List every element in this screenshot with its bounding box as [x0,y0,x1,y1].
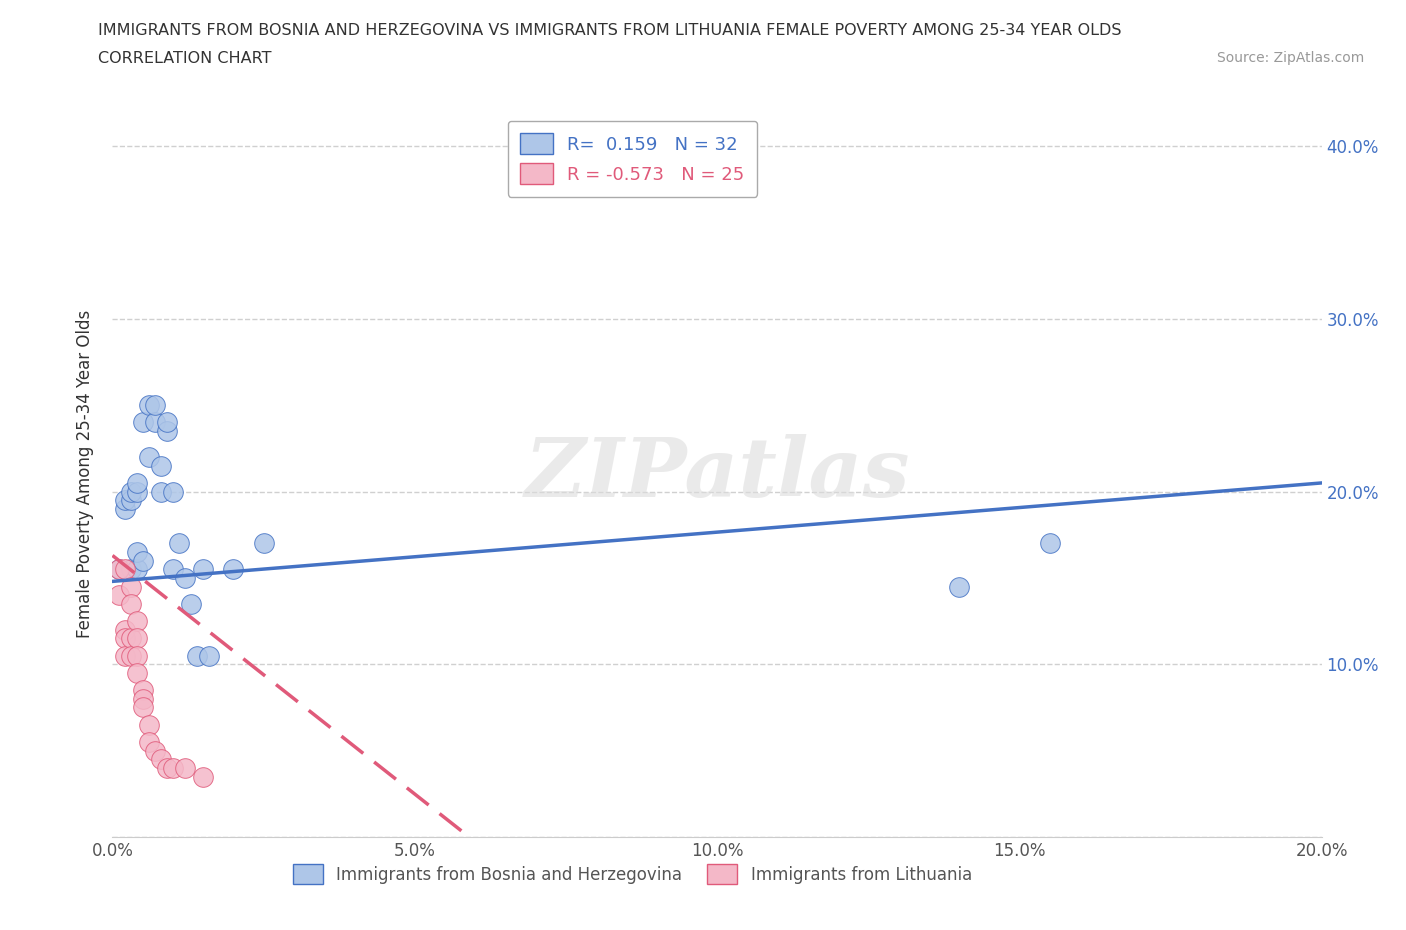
Point [120,485,142,499]
Point [114,501,136,516]
Point [174,570,197,585]
Point [120,579,142,594]
Point [162,562,184,577]
Point [138,449,160,464]
Point [120,562,142,577]
Point [138,735,160,750]
Point [162,485,184,499]
Point [156,761,179,776]
Point [107,562,129,577]
Point [149,751,172,766]
Legend: Immigrants from Bosnia and Herzegovina, Immigrants from Lithuania: Immigrants from Bosnia and Herzegovina, … [287,857,979,890]
Point [143,415,166,430]
Point [120,493,142,508]
Point [149,458,172,473]
Point [222,562,245,577]
Point [143,398,166,413]
Text: CORRELATION CHART: CORRELATION CHART [98,51,271,66]
Point [114,493,136,508]
Point [149,485,172,499]
Point [156,415,179,430]
Point [125,648,148,663]
Point [125,614,148,629]
Point [167,536,190,551]
Point [191,769,214,784]
Point [132,683,155,698]
Point [107,562,129,577]
Point [107,588,129,603]
Text: Source: ZipAtlas.com: Source: ZipAtlas.com [1216,51,1364,65]
Point [1038,536,1062,551]
Point [132,700,155,715]
Point [174,761,197,776]
Point [125,666,148,681]
Text: ZIPatlas: ZIPatlas [524,434,910,514]
Point [125,545,148,560]
Point [114,622,136,637]
Point [125,562,148,577]
Point [114,562,136,577]
Point [198,648,221,663]
Y-axis label: Female Poverty Among 25-34 Year Olds: Female Poverty Among 25-34 Year Olds [76,311,94,638]
Point [125,631,148,645]
Point [180,596,202,611]
Point [191,562,214,577]
Text: IMMIGRANTS FROM BOSNIA AND HERZEGOVINA VS IMMIGRANTS FROM LITHUANIA FEMALE POVER: IMMIGRANTS FROM BOSNIA AND HERZEGOVINA V… [98,23,1122,38]
Point [156,424,179,439]
Point [120,596,142,611]
Point [948,579,970,594]
Point [120,648,142,663]
Point [132,553,155,568]
Point [186,648,208,663]
Point [143,743,166,758]
Point [162,761,184,776]
Point [120,631,142,645]
Point [253,536,276,551]
Point [125,475,148,490]
Point [138,398,160,413]
Point [132,415,155,430]
Point [114,631,136,645]
Point [125,485,148,499]
Point [138,717,160,732]
Point [132,691,155,706]
Point [114,648,136,663]
